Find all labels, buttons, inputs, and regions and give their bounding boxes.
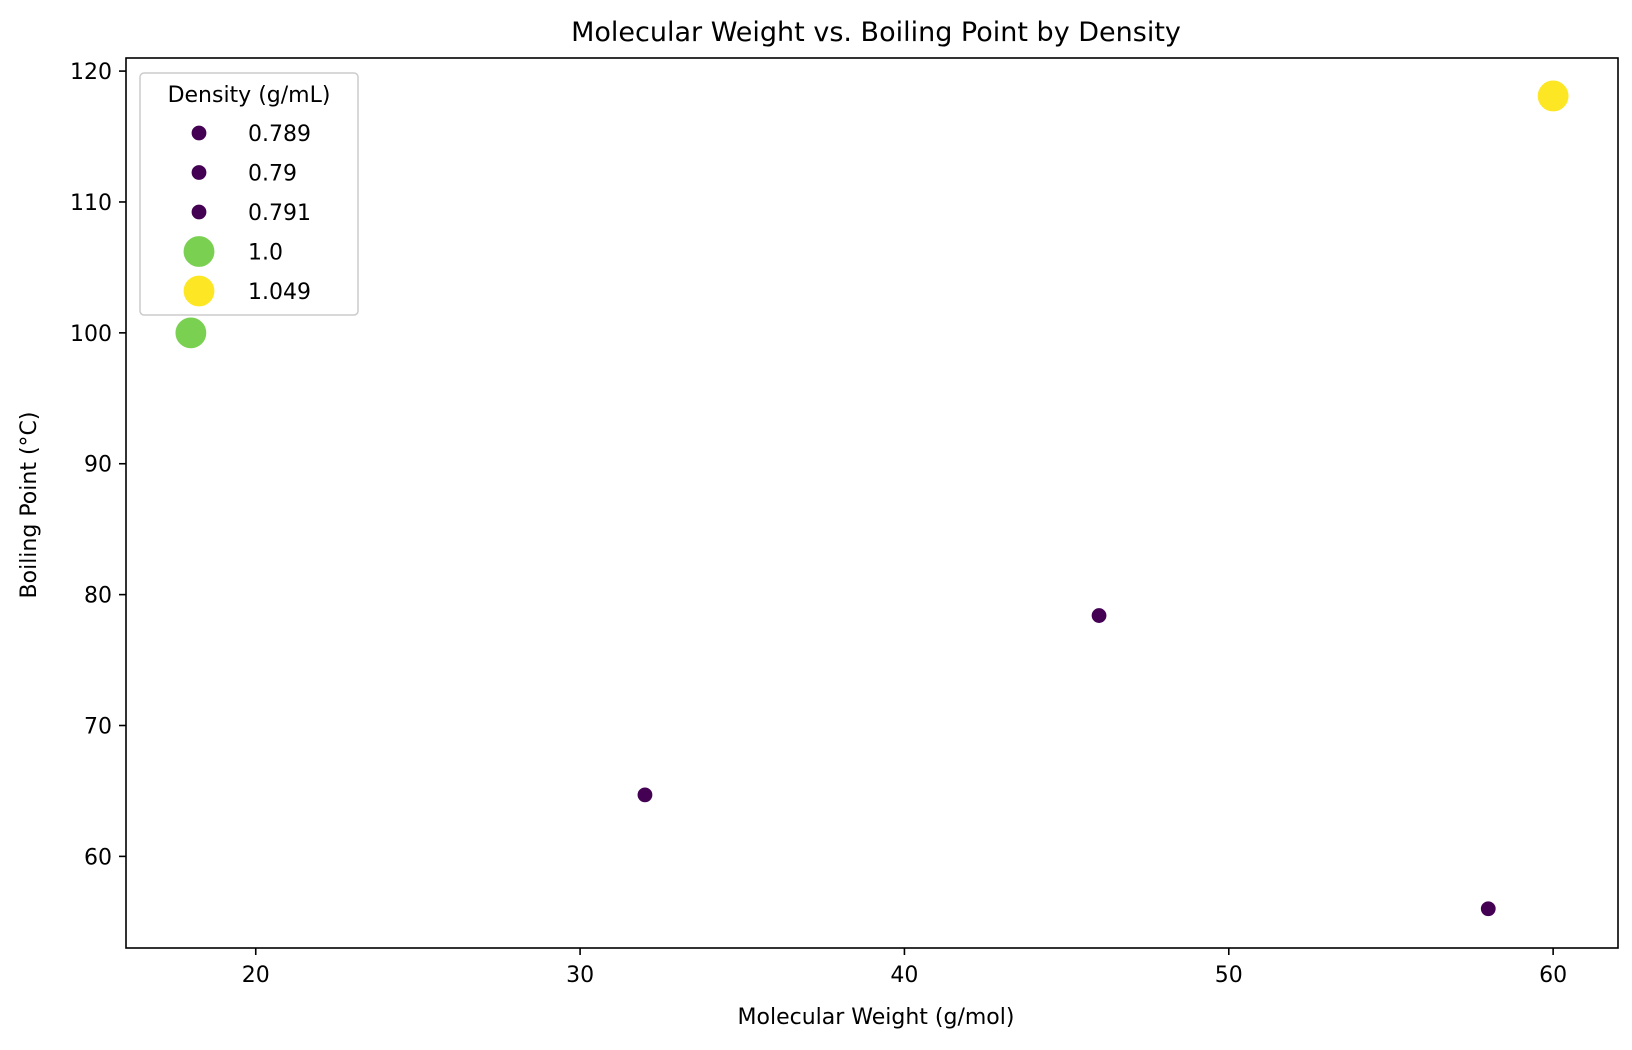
legend-label: 0.791: [248, 201, 311, 226]
y-tick-label: 70: [84, 715, 112, 740]
y-tick-label: 80: [84, 584, 112, 609]
y-tick-label: 90: [84, 453, 112, 478]
y-tick-label: 110: [70, 191, 112, 216]
legend-marker: [182, 234, 216, 269]
legend-marker: [190, 124, 208, 142]
y-tick-label: 120: [70, 60, 112, 85]
scatter-point: [1090, 606, 1108, 625]
legend-label: 1.0: [248, 241, 283, 266]
legend-label: 0.79: [248, 162, 297, 187]
x-tick-label: 40: [890, 963, 918, 988]
y-tick-label: 100: [70, 322, 112, 347]
plot-area: [174, 79, 1570, 918]
x-tick-label: 60: [1539, 963, 1567, 988]
legend-title: Density (g/mL): [168, 83, 331, 108]
plot-frame: [125, 57, 1619, 949]
scatter-point: [1536, 79, 1570, 113]
x-axis: 20 30 40 50 60: [242, 948, 1567, 988]
y-tick-label: 60: [84, 845, 112, 870]
chart-title: Molecular Weight vs. Boiling Point by De…: [571, 17, 1181, 48]
y-axis: 60 70 80 90 100 110 120: [70, 60, 126, 870]
legend-label: 0.789: [248, 122, 311, 147]
legend-label: 1.049: [248, 280, 311, 305]
x-axis-label: Molecular Weight (g/mol): [738, 1005, 1015, 1030]
scatter-point: [1479, 900, 1497, 918]
legend: Density (g/mL) 0.789 0.79 0.791 1.0 1.049: [139, 72, 359, 316]
x-tick-label: 50: [1215, 963, 1243, 988]
x-tick-label: 20: [242, 963, 270, 988]
legend-marker: [182, 274, 216, 308]
legend-entries: 0.789 0.79 0.791 1.0 1.049: [182, 122, 311, 308]
legend-marker: [190, 203, 208, 221]
x-tick-label: 30: [566, 963, 594, 988]
y-axis-label: Boiling Point (°C): [17, 412, 42, 599]
scatter-point: [636, 786, 654, 804]
scatter-point: [174, 316, 208, 350]
legend-marker: [190, 163, 208, 182]
legend-box: [139, 72, 359, 316]
